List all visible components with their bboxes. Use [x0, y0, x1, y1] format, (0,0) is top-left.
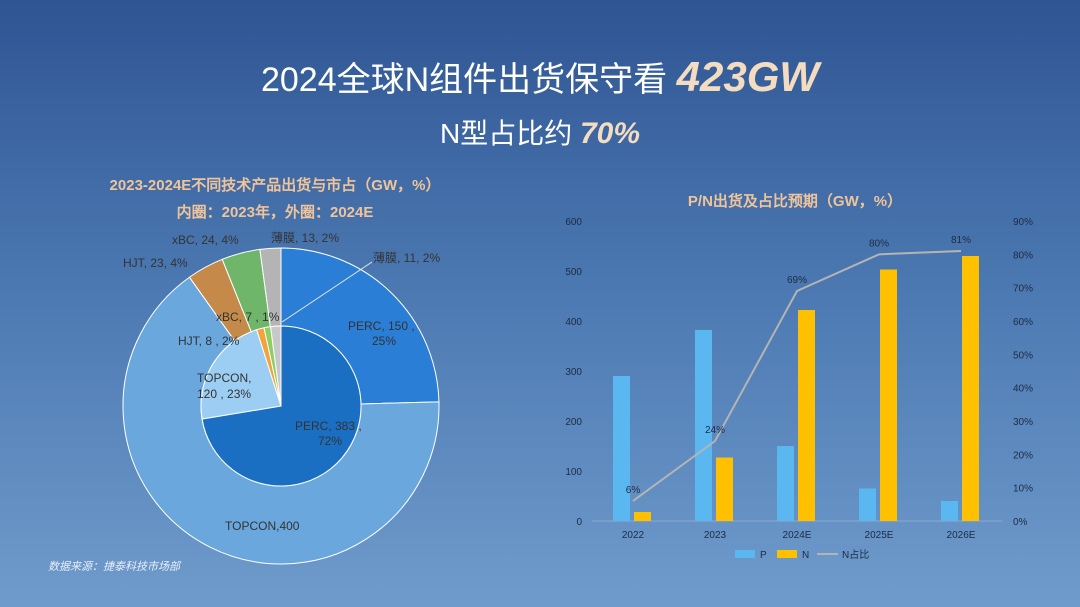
legend-label-p: P — [760, 550, 767, 561]
y2-tick-3: 30% — [1013, 417, 1033, 428]
label-inner-topcon: TOPCON, — [197, 371, 251, 385]
line-label-2026E: 81% — [951, 235, 971, 246]
bar-n-2025E — [880, 269, 897, 521]
title-text: 2024全球N组件出货保守看 — [260, 61, 668, 99]
legend-label-n: N — [802, 550, 809, 561]
y2-tick-5: 50% — [1013, 350, 1033, 361]
label-inner-hjt: HJT, 8 , 2% — [178, 334, 240, 348]
y2-tick-9: 90% — [1013, 217, 1033, 228]
bar-n-2022 — [634, 512, 651, 521]
label-inner-perc-pct: 72% — [318, 434, 342, 448]
bar-p-2026E — [941, 501, 958, 521]
label-inner-film: 薄膜, 11, 2% — [373, 250, 440, 265]
inner-2023-slice-1 — [201, 325, 362, 487]
x-tick-2025E: 2025E — [865, 530, 894, 541]
y-tick-100: 100 — [565, 467, 582, 478]
line-label-2023: 24% — [705, 425, 725, 436]
inner-2023-slice-2 — [200, 329, 282, 420]
y2-tick-0: 0% — [1013, 517, 1028, 528]
y2-tick-6: 60% — [1013, 317, 1033, 328]
subtitle-highlight: 70% — [579, 117, 641, 150]
y-tick-200: 200 — [565, 417, 582, 428]
label-inner-xbc: xBC, 7 , 1% — [216, 310, 280, 324]
pie-chart-subtitle: 内圈：2023年，外圈：2024E — [176, 204, 374, 221]
inner-2023-slice-5 — [270, 325, 282, 407]
x-tick-2024E: 2024E — [783, 530, 812, 541]
label-inner-perc: PERC, 383 , — [295, 419, 362, 433]
y-tick-0: 0 — [576, 517, 582, 528]
label-outer-xbc: xBC, 24, 4% — [172, 233, 239, 247]
x-tick-2022: 2022 — [622, 530, 645, 541]
label-outer-perc-pct: 25% — [372, 334, 396, 348]
subtitle-text: N型占比约 — [439, 118, 573, 149]
line-n-share — [632, 250, 962, 502]
bar-p-2024E — [777, 446, 794, 521]
y2-tick-2: 20% — [1013, 450, 1033, 461]
bar-n-2026E — [962, 256, 979, 521]
page-title: 2024全球N组件出货保守看 423GW — [0, 52, 1080, 101]
label-outer-film: 薄膜, 13, 2% — [271, 230, 339, 245]
line-label-2025E: 80% — [869, 238, 889, 249]
y-tick-500: 500 — [565, 267, 582, 278]
title-highlight: 423GW — [676, 53, 820, 100]
y2-tick-8: 80% — [1013, 250, 1033, 261]
bar-p-2023 — [695, 330, 712, 521]
line-label-2022: 6% — [626, 485, 641, 496]
y-tick-400: 400 — [565, 317, 582, 328]
legend-swatch-n — [777, 550, 797, 558]
legend-label-n-share: N占比 — [842, 548, 869, 561]
label-outer-topcon: TOPCON,400 — [225, 519, 300, 533]
y2-tick-4: 40% — [1013, 384, 1033, 395]
bar-p-2025E — [859, 488, 876, 521]
x-tick-2026E: 2026E — [947, 530, 976, 541]
bar-n-2024E — [798, 310, 815, 521]
x-tick-2023: 2023 — [704, 530, 727, 541]
y-tick-300: 300 — [565, 367, 582, 378]
bar-p-2022 — [613, 376, 630, 521]
line-label-2024E: 69% — [787, 275, 807, 286]
pie-chart-title: 2023-2024E不同技术产品出货与市占（GW，%） — [109, 177, 441, 194]
bar-chart-title: P/N出货及占比预期（GW，%） — [687, 193, 903, 210]
y2-tick-1: 10% — [1013, 484, 1033, 495]
y-tick-600: 600 — [565, 217, 582, 228]
donut-chart: PERC, 150 ,25% TOPCON,400 HJT, 23, 4% xBC, … — [122, 230, 440, 565]
y2-tick-7: 70% — [1013, 284, 1033, 295]
label-inner-topcon-pct: 120 , 23% — [197, 387, 251, 401]
label-outer-perc: PERC, 150 , — [348, 319, 415, 333]
legend-swatch-p — [735, 550, 755, 558]
leader-line-film — [281, 261, 373, 323]
label-outer-hjt: HJT, 23, 4% — [123, 256, 188, 270]
bar-n-2023 — [716, 457, 733, 521]
page-subtitle: N型占比约 70% — [0, 112, 1080, 152]
data-source-note: 数据来源：捷泰科技市场部 — [48, 561, 180, 573]
